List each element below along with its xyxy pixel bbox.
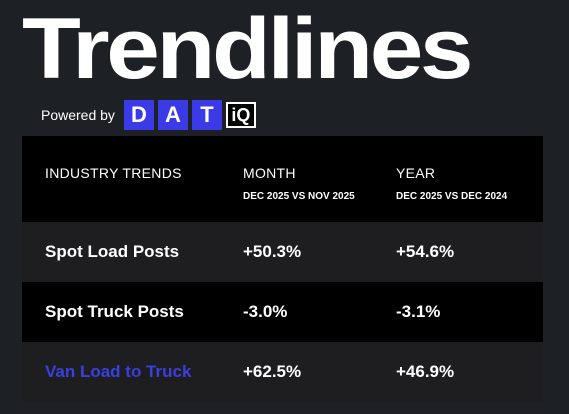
- table-row: Spot Load Posts +50.3% +54.6%: [22, 222, 543, 282]
- logo-letter-t: T: [191, 100, 222, 130]
- table-row: Spot Truck Posts -3.0% -3.1%: [22, 282, 543, 342]
- table-header: INDUSTRY TRENDS MONTH DEC 2025 VS NOV 20…: [22, 136, 543, 222]
- logo-letter-d: D: [123, 100, 154, 130]
- metric-link[interactable]: Van Load to Truck: [45, 362, 192, 381]
- header-industry-trends: INDUSTRY TRENDS: [45, 165, 182, 181]
- year-value: -3.1%: [396, 302, 441, 321]
- trends-table: INDUSTRY TRENDS MONTH DEC 2025 VS NOV 20…: [22, 136, 543, 402]
- table-row: Van Load to Truck +62.5% +46.9%: [22, 342, 543, 402]
- powered-by: Powered by D A T iQ: [41, 100, 256, 130]
- header-month: MONTH: [243, 165, 296, 181]
- logo-letter-a: A: [157, 100, 188, 130]
- month-value: -3.0%: [243, 302, 288, 321]
- logo-iq: iQ: [225, 102, 256, 128]
- header-year: YEAR: [396, 165, 436, 181]
- metric-label: Spot Load Posts: [45, 242, 180, 261]
- year-value: +54.6%: [396, 242, 455, 261]
- powered-by-label: Powered by: [41, 107, 115, 123]
- metric-label: Spot Truck Posts: [45, 302, 184, 321]
- year-value: +46.9%: [396, 362, 455, 381]
- month-value: +62.5%: [243, 362, 302, 381]
- month-value: +50.3%: [243, 242, 302, 261]
- page-title: Trendlines: [22, 1, 474, 97]
- header-year-sub: DEC 2025 VS DEC 2024: [396, 191, 508, 202]
- dat-iq-logo: D A T iQ: [123, 100, 256, 130]
- header-month-sub: DEC 2025 VS NOV 2025: [243, 191, 355, 202]
